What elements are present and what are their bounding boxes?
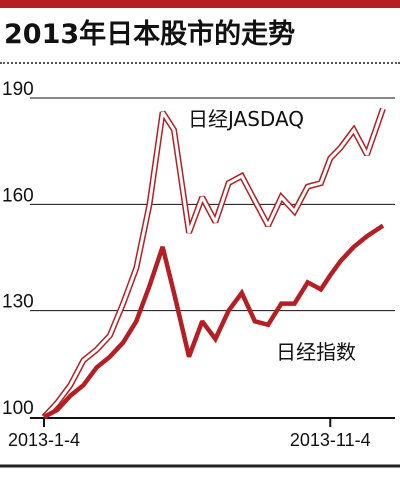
y-tick-label-130: 130 xyxy=(2,292,34,313)
title-divider xyxy=(0,62,400,64)
x-tick-label-start: 2013-1-4 xyxy=(8,430,80,450)
x-tick-label-nov: 2013-11-4 xyxy=(290,430,371,450)
y-tick-label-160: 160 xyxy=(2,185,34,206)
y-tick-label-190: 190 xyxy=(2,79,34,100)
chart-title: 2013年日本股市的走势 xyxy=(4,19,296,50)
series-label-nikkei: 日经指数 xyxy=(276,340,356,364)
series-nikkei-line xyxy=(42,223,385,419)
series-label-jasdaq: 日经JASDAQ xyxy=(188,107,304,131)
y-tick-label-100: 100 xyxy=(2,398,34,419)
series-jasdaq-line xyxy=(42,108,385,419)
top-accent-bar xyxy=(0,0,400,8)
